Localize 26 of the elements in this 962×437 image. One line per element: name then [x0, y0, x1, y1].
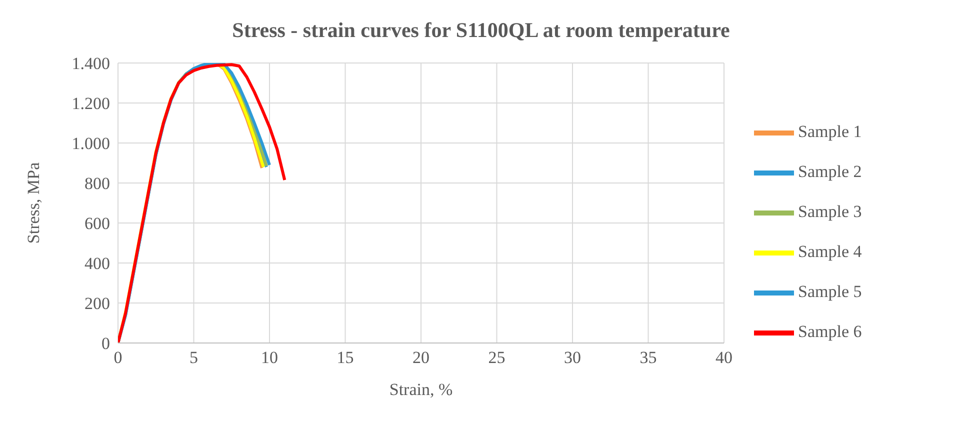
x-tick-label: 40: [716, 348, 732, 368]
y-tick-label: 200: [84, 294, 110, 314]
legend-label: Sample 5: [798, 282, 862, 301]
x-tick-label: 0: [114, 348, 122, 368]
y-tick-label: 400: [84, 254, 110, 274]
y-tick-label: 1.200: [72, 94, 110, 114]
x-tick-label: 30: [564, 348, 581, 368]
y-axis-title: Stress, MPa: [24, 162, 44, 244]
chart-title: Stress - strain curves for S1100QL at room temperature: [231, 18, 731, 43]
x-tick-label: 15: [336, 348, 354, 368]
legend-label: Sample 1: [798, 122, 862, 141]
x-tick-label: 25: [488, 348, 506, 368]
y-tick-label: 800: [84, 174, 110, 194]
y-tick-label: 1.000: [72, 134, 110, 154]
y-tick-label: 600: [84, 214, 110, 234]
legend-label: Sample 2: [798, 162, 862, 181]
x-tick-label: 35: [640, 348, 657, 368]
y-tick-label: 1.400: [72, 54, 110, 74]
legend-label: Sample 3: [798, 202, 862, 221]
legend-label: Sample 4: [798, 242, 862, 261]
x-axis-title: Strain, %: [389, 380, 453, 399]
x-tick-label: 10: [261, 348, 278, 368]
x-tick-label: 20: [412, 348, 430, 368]
y-tick-label: 0: [102, 334, 110, 354]
legend-label: Sample 6: [798, 322, 862, 341]
x-tick-label: 5: [190, 348, 198, 368]
